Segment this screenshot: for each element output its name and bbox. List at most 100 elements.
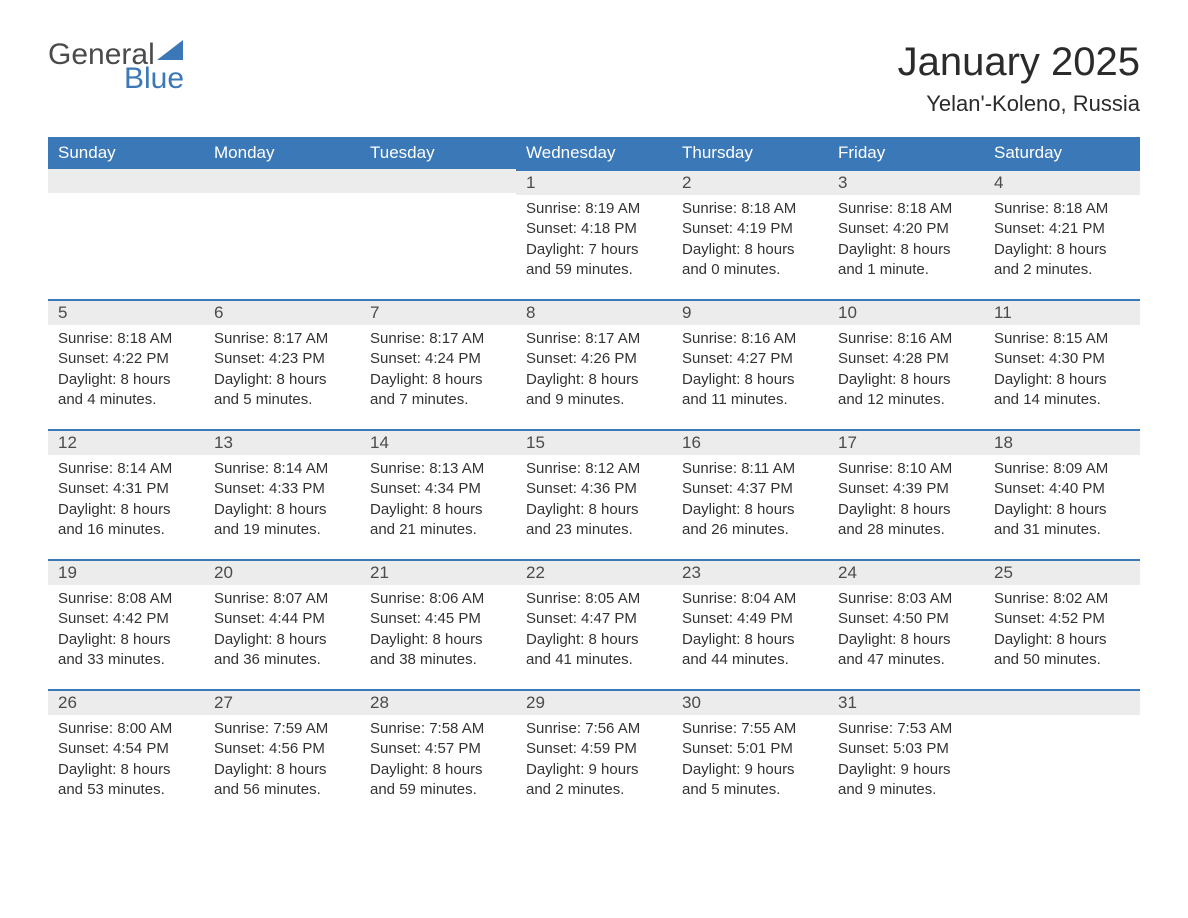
calendar-cell: 12Sunrise: 8:14 AMSunset: 4:31 PMDayligh… (48, 429, 204, 559)
day-details: Sunrise: 8:14 AMSunset: 4:33 PMDaylight:… (204, 455, 360, 548)
day-details: Sunrise: 7:53 AMSunset: 5:03 PMDaylight:… (828, 715, 984, 808)
day-number: 2 (672, 169, 828, 195)
day-detail-line: and 2 minutes. (526, 780, 662, 800)
day-detail-line: Sunset: 4:37 PM (682, 479, 818, 499)
day-details: Sunrise: 8:06 AMSunset: 4:45 PMDaylight:… (360, 585, 516, 678)
calendar-cell: 2Sunrise: 8:18 AMSunset: 4:19 PMDaylight… (672, 169, 828, 299)
day-detail-line: and 1 minute. (838, 260, 974, 280)
day-details: Sunrise: 8:11 AMSunset: 4:37 PMDaylight:… (672, 455, 828, 548)
day-detail-line: and 16 minutes. (58, 520, 194, 540)
day-detail-line: Daylight: 8 hours (838, 240, 974, 260)
day-detail-line: Sunrise: 8:12 AM (526, 459, 662, 479)
calendar-cell: 22Sunrise: 8:05 AMSunset: 4:47 PMDayligh… (516, 559, 672, 689)
day-details: Sunrise: 7:59 AMSunset: 4:56 PMDaylight:… (204, 715, 360, 808)
calendar-cell: 27Sunrise: 7:59 AMSunset: 4:56 PMDayligh… (204, 689, 360, 819)
day-number: 22 (516, 559, 672, 585)
day-detail-line: Sunrise: 8:09 AM (994, 459, 1130, 479)
day-details (48, 193, 204, 205)
day-details: Sunrise: 8:17 AMSunset: 4:26 PMDaylight:… (516, 325, 672, 418)
day-number: 28 (360, 689, 516, 715)
day-number: 20 (204, 559, 360, 585)
day-details: Sunrise: 8:12 AMSunset: 4:36 PMDaylight:… (516, 455, 672, 548)
day-detail-line: and 5 minutes. (214, 390, 350, 410)
day-detail-line: and 41 minutes. (526, 650, 662, 670)
day-number: 10 (828, 299, 984, 325)
calendar-cell: 10Sunrise: 8:16 AMSunset: 4:28 PMDayligh… (828, 299, 984, 429)
calendar-cell: 31Sunrise: 7:53 AMSunset: 5:03 PMDayligh… (828, 689, 984, 819)
weekday-header: Sunday (48, 137, 204, 169)
day-detail-line: Sunrise: 8:17 AM (370, 329, 506, 349)
logo-text-blue: Blue (124, 64, 184, 94)
day-detail-line: Sunset: 4:59 PM (526, 739, 662, 759)
day-detail-line: and 31 minutes. (994, 520, 1130, 540)
day-detail-line: and 14 minutes. (994, 390, 1130, 410)
calendar-cell (984, 689, 1140, 819)
weekday-header: Monday (204, 137, 360, 169)
flag-icon (157, 40, 183, 60)
day-details: Sunrise: 8:08 AMSunset: 4:42 PMDaylight:… (48, 585, 204, 678)
month-title: January 2025 (898, 40, 1140, 85)
day-details: Sunrise: 8:09 AMSunset: 4:40 PMDaylight:… (984, 455, 1140, 548)
day-details: Sunrise: 8:16 AMSunset: 4:27 PMDaylight:… (672, 325, 828, 418)
day-detail-line: Sunset: 4:56 PM (214, 739, 350, 759)
day-details: Sunrise: 8:18 AMSunset: 4:21 PMDaylight:… (984, 195, 1140, 288)
day-detail-line: and 44 minutes. (682, 650, 818, 670)
day-detail-line: Sunset: 4:26 PM (526, 349, 662, 369)
day-detail-line: and 33 minutes. (58, 650, 194, 670)
day-detail-line: Sunrise: 8:16 AM (682, 329, 818, 349)
day-detail-line: Daylight: 8 hours (58, 500, 194, 520)
day-detail-line: Sunset: 4:57 PM (370, 739, 506, 759)
day-number: 13 (204, 429, 360, 455)
weekday-header: Tuesday (360, 137, 516, 169)
day-detail-line: Sunset: 4:50 PM (838, 609, 974, 629)
day-detail-line: and 23 minutes. (526, 520, 662, 540)
day-detail-line: Daylight: 8 hours (214, 760, 350, 780)
title-block: January 2025 Yelan'-Koleno, Russia (898, 40, 1140, 117)
day-detail-line: and 4 minutes. (58, 390, 194, 410)
calendar-cell: 7Sunrise: 8:17 AMSunset: 4:24 PMDaylight… (360, 299, 516, 429)
day-number: 29 (516, 689, 672, 715)
day-detail-line: and 53 minutes. (58, 780, 194, 800)
calendar-cell: 21Sunrise: 8:06 AMSunset: 4:45 PMDayligh… (360, 559, 516, 689)
calendar-cell: 20Sunrise: 8:07 AMSunset: 4:44 PMDayligh… (204, 559, 360, 689)
day-detail-line: Daylight: 8 hours (58, 630, 194, 650)
day-number: 18 (984, 429, 1140, 455)
day-detail-line: Daylight: 8 hours (526, 500, 662, 520)
day-details (360, 193, 516, 205)
calendar-cell: 18Sunrise: 8:09 AMSunset: 4:40 PMDayligh… (984, 429, 1140, 559)
calendar-cell: 23Sunrise: 8:04 AMSunset: 4:49 PMDayligh… (672, 559, 828, 689)
calendar-cell: 9Sunrise: 8:16 AMSunset: 4:27 PMDaylight… (672, 299, 828, 429)
day-details: Sunrise: 8:18 AMSunset: 4:20 PMDaylight:… (828, 195, 984, 288)
day-number: 1 (516, 169, 672, 195)
day-detail-line: Sunset: 5:01 PM (682, 739, 818, 759)
day-detail-line: Sunrise: 8:14 AM (58, 459, 194, 479)
day-detail-line: Sunrise: 8:18 AM (994, 199, 1130, 219)
day-number: 19 (48, 559, 204, 585)
day-detail-line: Sunrise: 8:08 AM (58, 589, 194, 609)
day-detail-line: Sunrise: 8:11 AM (682, 459, 818, 479)
day-detail-line: Daylight: 8 hours (682, 240, 818, 260)
day-detail-line: Daylight: 8 hours (994, 370, 1130, 390)
day-detail-line: and 5 minutes. (682, 780, 818, 800)
day-detail-line: Sunset: 4:24 PM (370, 349, 506, 369)
day-number: 16 (672, 429, 828, 455)
day-detail-line: and 47 minutes. (838, 650, 974, 670)
day-detail-line: Daylight: 8 hours (214, 500, 350, 520)
calendar-cell (204, 169, 360, 299)
day-number: 23 (672, 559, 828, 585)
day-detail-line: Sunset: 4:40 PM (994, 479, 1130, 499)
calendar-cell: 5Sunrise: 8:18 AMSunset: 4:22 PMDaylight… (48, 299, 204, 429)
day-details: Sunrise: 8:02 AMSunset: 4:52 PMDaylight:… (984, 585, 1140, 678)
calendar-cell: 29Sunrise: 7:56 AMSunset: 4:59 PMDayligh… (516, 689, 672, 819)
location-subtitle: Yelan'-Koleno, Russia (898, 91, 1140, 117)
day-detail-line: Sunset: 4:20 PM (838, 219, 974, 239)
day-number: 25 (984, 559, 1140, 585)
day-detail-line: Daylight: 9 hours (526, 760, 662, 780)
day-detail-line: Sunset: 4:33 PM (214, 479, 350, 499)
day-detail-line: Daylight: 8 hours (370, 500, 506, 520)
day-number: 30 (672, 689, 828, 715)
calendar-cell: 24Sunrise: 8:03 AMSunset: 4:50 PMDayligh… (828, 559, 984, 689)
calendar-cell (48, 169, 204, 299)
day-details: Sunrise: 7:58 AMSunset: 4:57 PMDaylight:… (360, 715, 516, 808)
day-detail-line: Daylight: 8 hours (994, 240, 1130, 260)
